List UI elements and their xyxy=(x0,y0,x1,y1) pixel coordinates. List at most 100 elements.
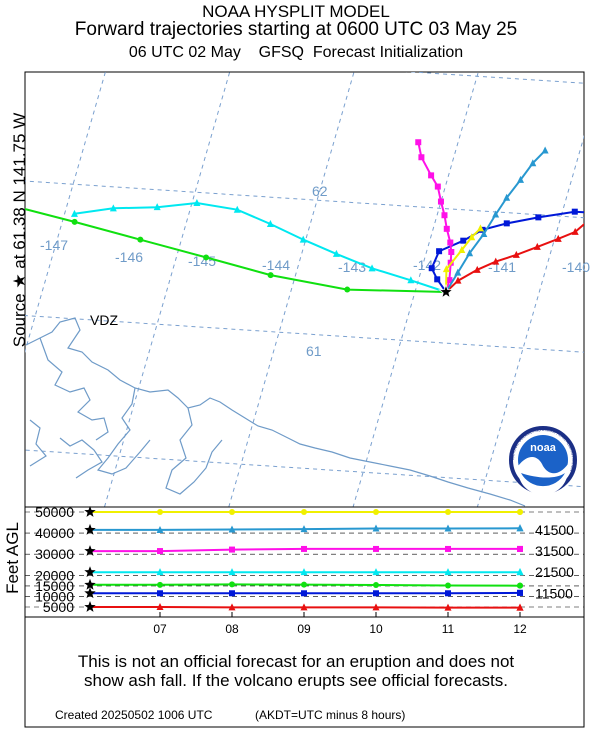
trajectory-series xyxy=(445,146,549,293)
altitude-point xyxy=(300,525,308,533)
altitude-right-label: 31500 xyxy=(535,543,574,559)
longitude-label: -147 xyxy=(40,237,68,253)
longitude-label: -142 xyxy=(413,257,441,273)
trajectory-point xyxy=(2,201,8,207)
timezone-note: (AKDT=UTC minus 8 hours) xyxy=(255,708,406,722)
trajectory-point xyxy=(460,237,467,244)
trajectory-point xyxy=(71,218,78,225)
trajectory-point xyxy=(137,236,144,243)
trajectory-point xyxy=(153,203,161,211)
longitude-label: -141 xyxy=(488,259,516,275)
altitude-point xyxy=(229,581,235,588)
altitude-point xyxy=(228,603,236,611)
trajectory-point xyxy=(492,210,500,218)
altitude-series xyxy=(90,524,524,533)
place-label: VDZ xyxy=(90,312,118,328)
longitude-label: -145 xyxy=(188,253,216,269)
trajectory-point xyxy=(476,224,484,232)
meridian-line xyxy=(352,72,479,507)
trajectory-point xyxy=(454,276,462,284)
altitude-star-icon xyxy=(84,506,96,517)
altitude-right-labels: 41500 31500 21500 11500 xyxy=(535,522,574,601)
source-star-icon xyxy=(438,283,454,299)
noaa-logo: noaa NATIONAL OCEANIC AND ATMOSPHERIC AD… xyxy=(509,426,577,495)
meridian-line xyxy=(228,72,355,507)
altitude-point xyxy=(229,509,235,515)
altitude-right-label: 41500 xyxy=(535,522,574,538)
altitude-point xyxy=(157,581,163,588)
altitude-point xyxy=(228,525,236,533)
altitude-series xyxy=(90,581,523,589)
coastline-inlet xyxy=(39,337,109,441)
trajectory-point xyxy=(448,249,455,255)
coastline xyxy=(25,317,526,507)
coastline-inlet xyxy=(96,387,151,475)
altitude-point xyxy=(301,509,307,515)
altitude-point xyxy=(517,545,523,552)
trajectory-point xyxy=(535,214,542,221)
meridian-line xyxy=(476,134,584,507)
altitude-point xyxy=(157,548,163,555)
coastline-path xyxy=(25,317,526,507)
meridian-line xyxy=(0,0,4,506)
header-line-3: 06 UTC 02 May GFSQ Forecast Initializati… xyxy=(128,44,464,61)
altitude-source-stars xyxy=(84,506,96,612)
trajectory-lines xyxy=(2,139,584,293)
latitude-label: 61 xyxy=(306,343,322,359)
longitude-label: -146 xyxy=(115,249,143,265)
altitude-point xyxy=(156,603,164,610)
trajectory-point xyxy=(428,265,435,272)
altitude-point xyxy=(445,509,451,515)
header-line-1: NOAA HYSPLIT MODEL xyxy=(202,2,390,21)
disclaimer-line-1: This is not an official forecast for an … xyxy=(77,652,515,671)
trajectory-point xyxy=(473,265,481,273)
noaa-logo-text: noaa xyxy=(530,442,557,454)
altitude-x-tick-label: 07 xyxy=(153,622,167,636)
trajectory-point xyxy=(571,227,579,235)
trajectory-point xyxy=(266,220,274,227)
altitude-point xyxy=(301,545,307,552)
altitude-right-label: 21500 xyxy=(535,564,574,580)
altitude-right-label: 11500 xyxy=(535,585,573,601)
altitude-point xyxy=(300,603,308,611)
trajectory-point xyxy=(446,277,453,284)
altitude-star-icon xyxy=(84,566,96,577)
trajectory-point xyxy=(434,183,441,190)
trajectory-point xyxy=(70,209,78,217)
altitude-series xyxy=(90,589,523,597)
altitude-point xyxy=(301,590,307,597)
altitude-series xyxy=(90,568,524,576)
altitude-y-tick-label: 5000 xyxy=(43,599,74,615)
altitude-point xyxy=(373,582,379,589)
trajectory-series xyxy=(442,224,484,293)
altitude-point xyxy=(372,568,380,576)
altitude-star-icon xyxy=(84,545,96,556)
altitude-point xyxy=(444,603,452,611)
coastline-inlet xyxy=(29,419,47,467)
trajectory-point xyxy=(503,220,510,227)
altitude-point xyxy=(517,509,523,515)
altitude-point xyxy=(373,545,379,552)
trajectory-point xyxy=(442,265,450,273)
altitude-y-label: Feet AGL xyxy=(3,522,22,594)
trajectory-point xyxy=(418,154,425,161)
trajectory-point xyxy=(517,175,525,183)
trajectory-point xyxy=(468,233,476,241)
trajectory-line xyxy=(445,222,584,293)
altitude-point xyxy=(156,568,164,576)
disclaimer: This is not an official forecast for an … xyxy=(0,652,592,690)
trajectory-point xyxy=(571,208,578,215)
altitude-point xyxy=(229,546,235,553)
trajectory-point xyxy=(344,286,351,293)
altitude-point xyxy=(228,568,236,576)
trajectory-point xyxy=(368,264,376,272)
altitude-star-icon xyxy=(84,587,96,599)
altitude-point xyxy=(229,590,235,597)
altitude-point xyxy=(372,603,380,611)
map-y-label: Source ★ at 61.38 N 141.75 W xyxy=(10,112,29,348)
altitude-point xyxy=(444,568,452,576)
trajectory-point xyxy=(428,172,435,179)
parallel-line xyxy=(25,180,584,219)
altitude-series xyxy=(90,603,524,611)
altitude-point xyxy=(517,589,523,596)
